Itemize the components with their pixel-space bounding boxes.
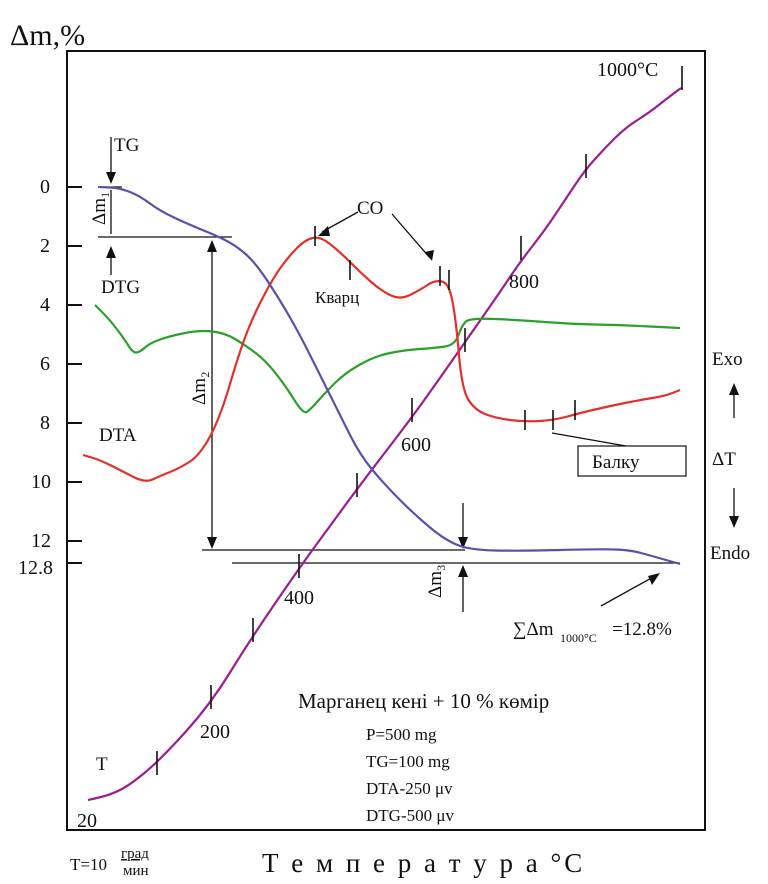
dm2-label: Δm₂ bbox=[189, 371, 210, 405]
sample-mass: P=500 mg bbox=[366, 725, 437, 744]
sum-label-value: =12.8% bbox=[612, 619, 672, 640]
mass-loss-annotations bbox=[98, 137, 680, 612]
y-tick-label-4: 4 bbox=[40, 294, 50, 316]
sum-label-subscript: 1000°C bbox=[560, 631, 597, 645]
co-arrowhead-left bbox=[318, 226, 330, 236]
y-tick-label-6: 6 bbox=[40, 353, 50, 375]
co-label: CO bbox=[357, 198, 383, 219]
delta-t-label: ΔT bbox=[712, 449, 736, 470]
dm2-arrowhead-top bbox=[207, 240, 217, 252]
heating-rate-prefix: T=10 bbox=[70, 855, 107, 874]
temperature-ticks bbox=[156, 66, 683, 775]
dtg-arrowhead bbox=[106, 246, 116, 258]
y-tick-label-2: 2 bbox=[40, 235, 50, 257]
temp-label-20: 20 bbox=[77, 810, 97, 832]
dta-label: DTA bbox=[99, 425, 137, 446]
dm3-arrowhead-bottom bbox=[458, 565, 468, 577]
y-tick-label-10: 10 bbox=[31, 471, 51, 493]
dm1-label: Δm₁ bbox=[89, 191, 110, 225]
temperature-curve-t bbox=[87, 87, 682, 802]
temp-label-800: 800 bbox=[509, 271, 539, 293]
dtg-label: DTG bbox=[101, 277, 140, 298]
dm3-arrowhead-top bbox=[458, 537, 468, 549]
dtg-sensitivity: DTG-500 μv bbox=[366, 806, 454, 825]
y-axis: 0 2 4 6 8 10 12 12.8 bbox=[18, 176, 82, 579]
heating-rate-numerator: град bbox=[121, 846, 149, 862]
co-arrowhead-right bbox=[425, 250, 434, 261]
balku-label: Балку bbox=[592, 452, 640, 473]
y-axis-title: Δm,% bbox=[10, 19, 85, 52]
dm2-arrowhead-bottom bbox=[207, 537, 217, 549]
y-tick-label-12: 12 bbox=[31, 530, 51, 552]
dta-peak-ticks bbox=[314, 226, 576, 430]
dtg-curve bbox=[94, 304, 681, 414]
plot-frame bbox=[66, 50, 706, 831]
t-label: T bbox=[96, 754, 108, 775]
sum-arrowhead bbox=[648, 573, 660, 585]
heating-rate-denominator: мин bbox=[123, 863, 149, 879]
kvarts-label: Кварц bbox=[315, 288, 359, 307]
sum-label-main: ∑Δm bbox=[513, 619, 554, 640]
dta-sensitivity: DTA-250 μv bbox=[366, 779, 453, 798]
temp-label-200: 200 bbox=[200, 721, 230, 743]
temp-label-400: 400 bbox=[284, 587, 314, 609]
tg-sensitivity: TG=100 mg bbox=[366, 752, 450, 771]
y-tick-label-12-8: 12.8 bbox=[18, 557, 53, 579]
temp-label-1000: 1000°C bbox=[597, 59, 658, 81]
x-axis-title: Т е м п е р а т у р а °С bbox=[262, 848, 585, 878]
tg-arrowhead bbox=[106, 172, 116, 184]
temp-label-600: 600 bbox=[401, 434, 431, 456]
endo-label: Endo bbox=[710, 543, 750, 564]
exo-label: Exo bbox=[712, 349, 743, 370]
dm3-label: Δm₃ bbox=[425, 564, 446, 598]
sample-title: Марганец кені + 10 % көмір bbox=[298, 689, 549, 713]
y-tick-label-8: 8 bbox=[40, 412, 50, 434]
balku-box bbox=[577, 445, 687, 477]
y-tick-label-0: 0 bbox=[40, 176, 50, 198]
dta-curve bbox=[82, 236, 681, 482]
co-pointer-right bbox=[391, 213, 431, 259]
tg-label: TG bbox=[114, 135, 140, 156]
peak-pointers bbox=[321, 211, 656, 607]
tg-curve bbox=[99, 185, 681, 566]
balku-pointer bbox=[551, 432, 627, 447]
sum-pointer bbox=[600, 575, 656, 607]
